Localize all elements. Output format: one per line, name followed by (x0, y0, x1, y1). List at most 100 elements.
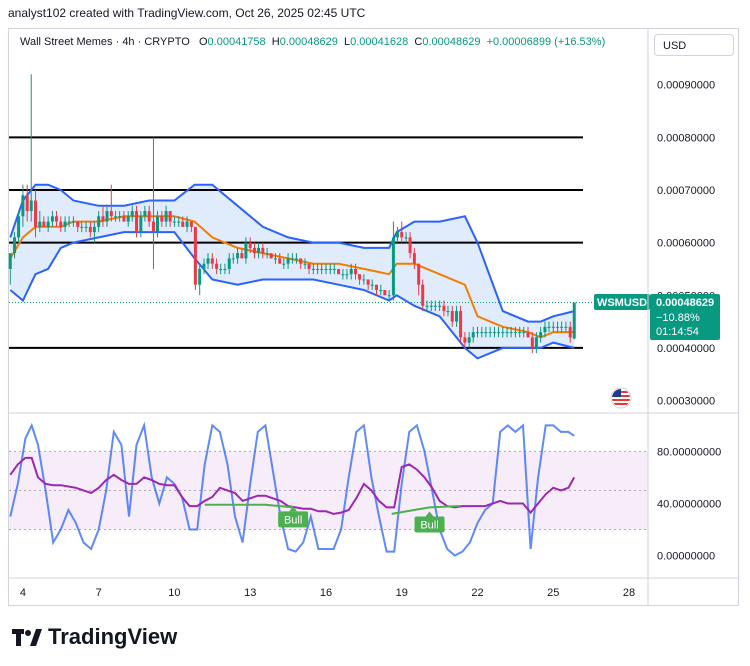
candle-body (496, 332, 500, 334)
candle (395, 226, 399, 243)
candle (177, 216, 181, 227)
candle-body (433, 305, 437, 307)
bull-divergence-line (391, 505, 460, 515)
candle (543, 321, 547, 338)
candle (505, 326, 509, 338)
candle (172, 216, 176, 227)
candle (412, 247, 416, 269)
candle (337, 268, 341, 275)
candle (286, 253, 290, 269)
candle-body (54, 216, 58, 222)
bull-signal-label: Bull (278, 506, 309, 528)
bollinger-lower-line (9, 231, 575, 360)
candle (240, 247, 244, 259)
symbol-name[interactable]: Wall Street Memes (20, 36, 113, 48)
bull-signal-box (414, 516, 445, 533)
candle (63, 216, 67, 233)
candle (147, 205, 151, 227)
candle-body (383, 290, 387, 296)
candle-body (160, 216, 164, 222)
candle (349, 263, 353, 280)
candle-body (534, 337, 538, 348)
candle (476, 326, 480, 338)
symbol-info-bar: Wall Street Memes · 4h · CRYPTO O0.00041… (20, 36, 606, 48)
candle-body (193, 226, 197, 285)
candle (492, 326, 496, 338)
us-flag-icon[interactable] (610, 387, 632, 409)
brand-name: TradingView (48, 624, 178, 649)
candle (433, 300, 437, 312)
candle-body (568, 326, 572, 338)
candle-body (518, 332, 522, 334)
symbol-interval[interactable]: 4h (122, 36, 135, 48)
candle (551, 321, 555, 333)
creator-caption: analyst102 created with TradingView.com,… (8, 6, 366, 20)
change-value: +0.00006899 (+16.53%) (486, 36, 606, 48)
candle-body (164, 211, 168, 222)
candle (168, 211, 172, 227)
candle-body (290, 258, 294, 260)
candle (438, 300, 442, 312)
brand[interactable]: TradingView (12, 624, 177, 650)
candle (307, 263, 311, 275)
candle-body (307, 263, 311, 269)
candle (76, 221, 80, 233)
candle-body (202, 263, 206, 269)
candle-body (442, 305, 446, 312)
candle (193, 226, 197, 290)
price-badge-price: 0.00048629 (656, 297, 714, 309)
candle (530, 332, 534, 354)
price-badge: WSMUSD 0.00048629 −10.88% 01:14:54 (594, 294, 720, 340)
candle-body (370, 284, 374, 286)
candle (400, 221, 404, 243)
candle-body (42, 221, 46, 227)
candle (8, 253, 12, 285)
candle (257, 242, 261, 259)
candle-body (560, 326, 564, 328)
candle-body (189, 221, 193, 227)
candle (379, 284, 383, 296)
candle (518, 326, 522, 338)
stoch-rsi-k-line (9, 421, 575, 557)
candle-body (244, 242, 248, 259)
candle (92, 221, 96, 243)
candle-body (446, 311, 450, 313)
candle-body (564, 326, 568, 328)
currency-button[interactable]: USD (654, 34, 734, 56)
candle (564, 321, 568, 333)
candle-body (252, 247, 256, 254)
high-value: 0.00048629 (279, 36, 338, 48)
candle-body (92, 226, 96, 233)
candle-body (417, 263, 421, 285)
candle (143, 205, 147, 222)
candle-body (421, 284, 425, 306)
candle (71, 216, 75, 227)
horizontal-levels (9, 136, 583, 349)
candle (446, 305, 450, 317)
time-tick-label: 19 (396, 587, 408, 599)
candle-body (17, 216, 21, 238)
bull-signal-box (278, 511, 309, 528)
time-axis: 4 7 10 13 16 19 22 25 28 (20, 587, 635, 599)
candle-body (513, 332, 517, 334)
candle-body (273, 258, 277, 260)
candle (189, 221, 193, 233)
candle (572, 302, 576, 340)
candle-body (227, 258, 231, 269)
candle-body (358, 274, 362, 280)
candle (560, 321, 564, 333)
candle-body (501, 332, 505, 334)
candle-body (294, 258, 298, 260)
candle (88, 221, 92, 238)
bull-signal-pointer (425, 511, 434, 517)
candle-body (429, 305, 433, 307)
candle (278, 253, 282, 264)
candle-body (459, 311, 463, 338)
time-tick-label: 4 (20, 587, 26, 599)
candle (54, 211, 58, 227)
candle-body (278, 258, 282, 264)
candle (244, 237, 248, 264)
candle-body (59, 221, 63, 227)
candle-body (526, 332, 530, 338)
